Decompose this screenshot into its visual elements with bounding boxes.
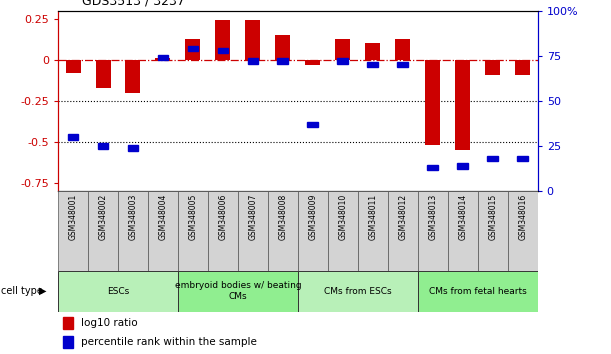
Text: GSM348016: GSM348016 — [518, 194, 527, 240]
Bar — [277, 58, 288, 64]
Text: GSM348010: GSM348010 — [338, 194, 347, 240]
Bar — [246, 21, 260, 60]
Bar — [418, 271, 538, 312]
Bar — [365, 44, 380, 60]
Bar — [448, 191, 478, 271]
Bar — [425, 60, 441, 145]
Text: ESCs: ESCs — [107, 287, 129, 296]
Bar — [337, 58, 348, 64]
Text: GSM348002: GSM348002 — [98, 194, 108, 240]
Bar — [68, 134, 78, 140]
Bar — [397, 62, 408, 68]
Bar — [518, 156, 528, 161]
Bar — [118, 191, 148, 271]
Bar — [367, 62, 378, 68]
Text: log10 ratio: log10 ratio — [81, 318, 137, 327]
Bar — [128, 145, 138, 150]
Text: CMs from ESCs: CMs from ESCs — [324, 287, 392, 296]
Bar — [298, 271, 418, 312]
Bar — [358, 191, 388, 271]
Bar — [427, 165, 438, 170]
Bar — [63, 316, 73, 329]
Bar — [515, 60, 530, 75]
Bar — [298, 191, 328, 271]
Bar — [218, 48, 229, 53]
Bar — [455, 60, 470, 150]
Bar — [95, 60, 111, 88]
Bar — [178, 191, 208, 271]
Bar — [178, 271, 298, 312]
Bar — [307, 122, 318, 127]
Bar — [158, 55, 169, 60]
Bar — [328, 191, 358, 271]
Text: cell type: cell type — [1, 286, 43, 296]
Bar — [238, 191, 268, 271]
Bar — [65, 60, 81, 73]
Text: GSM348005: GSM348005 — [188, 194, 197, 240]
Bar — [306, 60, 320, 65]
Text: GSM348001: GSM348001 — [68, 194, 78, 240]
Text: ▶: ▶ — [38, 286, 46, 296]
Bar — [148, 191, 178, 271]
Text: GSM348008: GSM348008 — [279, 194, 287, 240]
Text: GSM348004: GSM348004 — [158, 194, 167, 240]
Bar — [125, 60, 141, 93]
Bar — [478, 191, 508, 271]
Text: GDS3513 / 3237: GDS3513 / 3237 — [82, 0, 185, 7]
Text: percentile rank within the sample: percentile rank within the sample — [81, 337, 257, 347]
Bar — [488, 156, 498, 161]
Bar — [485, 60, 500, 75]
Bar — [458, 163, 468, 169]
Text: embryoid bodies w/ beating
CMs: embryoid bodies w/ beating CMs — [175, 281, 301, 301]
Text: GSM348006: GSM348006 — [218, 194, 227, 240]
Bar — [208, 191, 238, 271]
Bar — [216, 21, 230, 60]
Bar — [268, 191, 298, 271]
Bar — [58, 271, 178, 312]
Text: GSM348014: GSM348014 — [458, 194, 467, 240]
Bar — [388, 191, 418, 271]
Text: GSM348013: GSM348013 — [428, 194, 437, 240]
Bar — [98, 143, 108, 149]
Bar — [247, 58, 258, 64]
Bar — [188, 46, 199, 51]
Bar — [508, 191, 538, 271]
Text: GSM348012: GSM348012 — [398, 194, 408, 240]
Text: GSM348007: GSM348007 — [249, 194, 257, 240]
Text: GSM348009: GSM348009 — [309, 194, 317, 240]
Bar — [58, 191, 88, 271]
Bar — [88, 191, 118, 271]
Bar — [155, 58, 170, 60]
Text: CMs from fetal hearts: CMs from fetal hearts — [429, 287, 527, 296]
Text: GSM348015: GSM348015 — [488, 194, 497, 240]
Bar — [186, 39, 200, 60]
Bar — [418, 191, 448, 271]
Bar — [276, 35, 290, 60]
Text: GSM348011: GSM348011 — [368, 194, 378, 240]
Text: GSM348003: GSM348003 — [128, 194, 137, 240]
Bar — [63, 336, 73, 348]
Bar — [395, 39, 410, 60]
Bar — [335, 39, 350, 60]
